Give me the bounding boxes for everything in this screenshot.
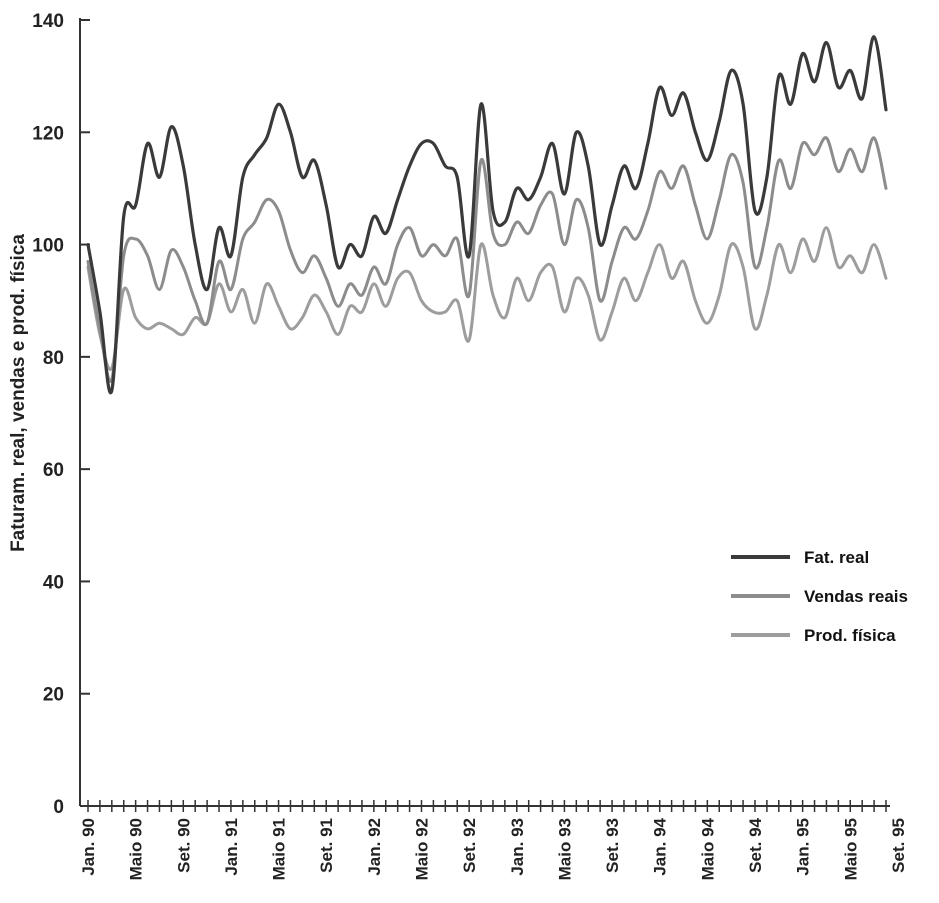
x-tick-label: Set. 95: [889, 818, 908, 873]
x-tick-label: Jan. 93: [508, 818, 527, 876]
x-tick-label: Jan. 92: [365, 818, 384, 876]
series-line-3: [86, 226, 888, 371]
y-tick-label: 0: [53, 797, 64, 818]
y-tick-label: 140: [32, 11, 64, 32]
legend-label: Fat. real: [804, 548, 869, 567]
x-tick-label: Maio 93: [555, 818, 574, 880]
y-tick-label: 120: [32, 123, 64, 144]
legend: Fat. real Vendas reais Prod. física: [716, 530, 939, 662]
x-axis: Jan. 90 Maio 90 Set. 90 Jan. 91 Maio 91 Set. …: [79, 800, 908, 880]
y-axis: 0 20 40 60 80 100 120 140: [32, 11, 90, 818]
x-tick-label: Jan. 94: [651, 817, 670, 875]
x-tick-label: Jan. 91: [222, 818, 241, 876]
x-tick-label: Maio 92: [412, 818, 431, 880]
x-tick-label: Set. 93: [603, 818, 622, 873]
series-layer: [86, 35, 888, 395]
y-tick-label: 60: [43, 460, 64, 481]
x-tick-label: Set. 91: [317, 818, 336, 873]
x-tick-label: Jan. 90: [79, 818, 98, 876]
x-tick-label: Maio 91: [270, 818, 289, 880]
x-tick-label: Maio 90: [127, 818, 146, 880]
legend-label: Vendas reais: [804, 587, 908, 606]
y-tick-label: 20: [43, 685, 64, 706]
series-line-2: [86, 136, 888, 383]
series-line-1: [86, 35, 888, 395]
y-axis-title: Faturam. real, vendas e prod. física: [8, 234, 29, 552]
legend-label: Prod. física: [804, 626, 896, 645]
y-tick-label: 100: [32, 236, 64, 257]
x-tick-label: Maio 94: [698, 817, 717, 880]
x-tick-label: Set. 94: [746, 817, 765, 872]
x-tick-label: Set. 90: [174, 818, 193, 873]
x-tick-label: Maio 95: [841, 818, 860, 880]
x-tick-label: Jan. 95: [794, 818, 813, 876]
x-tick-label: Set. 92: [460, 818, 479, 873]
y-tick-label: 40: [43, 572, 64, 593]
y-tick-label: 80: [43, 348, 64, 369]
